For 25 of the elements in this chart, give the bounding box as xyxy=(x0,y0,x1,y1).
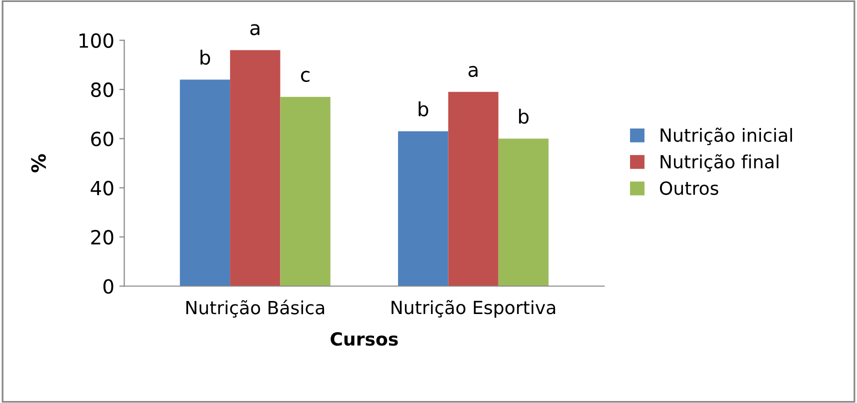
x-tick-label: Nutrição Esportiva xyxy=(392,300,556,318)
data-label: a xyxy=(468,66,478,78)
data-label: c xyxy=(301,70,310,82)
y-axis-title: % xyxy=(31,154,46,172)
y-tick-label: 60 xyxy=(91,132,114,146)
legend-label: Nutrição final xyxy=(660,154,778,172)
data-label: a xyxy=(250,24,260,36)
y-tick-label: 80 xyxy=(91,82,114,98)
legend-label: Outros xyxy=(660,181,718,195)
data-label: b xyxy=(200,50,210,65)
x-axis-title: Cursos xyxy=(330,332,398,346)
x-tick-label: Nutrição Básica xyxy=(186,300,324,318)
y-tick-label: 100 xyxy=(80,33,114,48)
bar xyxy=(280,96,330,286)
bar xyxy=(180,80,230,286)
bar xyxy=(448,92,498,286)
data-label: b xyxy=(519,108,529,124)
bar xyxy=(498,138,549,286)
y-tick-label: 20 xyxy=(91,230,114,245)
legend-label: Nutrição inicial xyxy=(660,128,792,146)
bar xyxy=(230,50,280,286)
bar xyxy=(398,131,448,286)
y-tick-label: 40 xyxy=(90,180,114,196)
data-label: b xyxy=(418,101,428,116)
y-tick-label: 0 xyxy=(103,279,114,294)
